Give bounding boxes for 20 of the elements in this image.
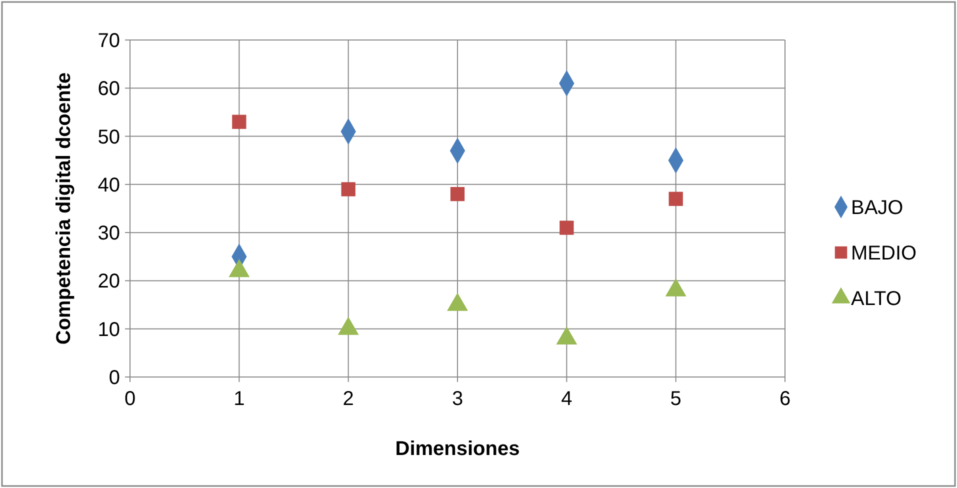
y-tick-label: 40 bbox=[98, 174, 120, 196]
x-tick-label: 0 bbox=[124, 388, 136, 410]
y-tick-label: 0 bbox=[108, 367, 120, 389]
x-tick-label: 2 bbox=[342, 388, 354, 410]
y-tick-label: 60 bbox=[98, 78, 120, 100]
y-tick-label: 30 bbox=[98, 222, 120, 245]
x-tick-label: 4 bbox=[561, 388, 572, 410]
x-tick-label: 5 bbox=[670, 388, 682, 410]
x-tick-label: 6 bbox=[779, 388, 791, 410]
y-axis-title: Competencia digital dcoente bbox=[53, 72, 75, 345]
x-tick-label: 1 bbox=[234, 388, 245, 410]
legend-label: MEDIO bbox=[851, 242, 917, 264]
y-tick-label: 70 bbox=[98, 30, 120, 52]
legend-label: BAJO bbox=[851, 197, 904, 219]
x-tick-label: 3 bbox=[452, 388, 464, 410]
y-tick-label: 50 bbox=[98, 126, 120, 148]
y-tick-label: 20 bbox=[98, 270, 120, 293]
x-axis-title: Dimensiones bbox=[395, 438, 520, 460]
legend-label: ALTO bbox=[851, 288, 902, 310]
y-tick-label: 10 bbox=[98, 318, 120, 341]
